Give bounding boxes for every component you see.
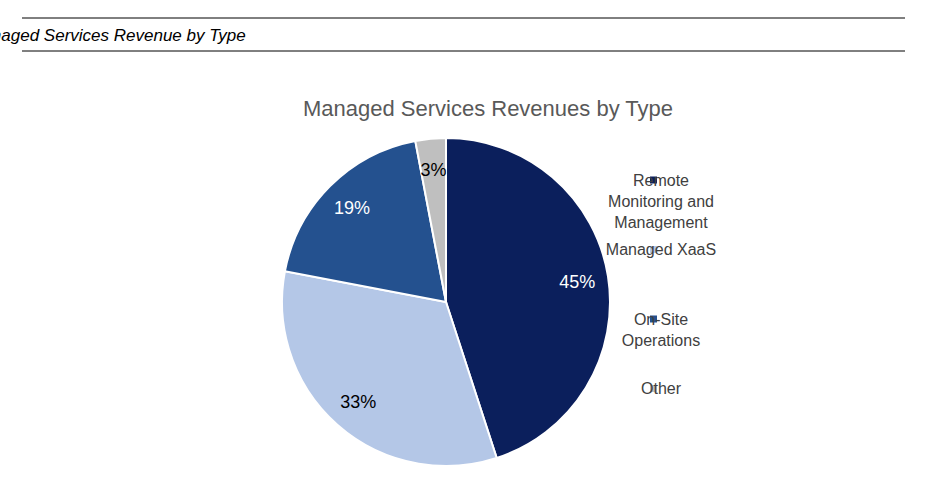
svg-text:On-SiteOperations: On-SiteOperations [622,311,700,349]
svg-text:33%: 33% [340,392,376,412]
svg-text:RemoteMonitoring andManagement: RemoteMonitoring andManagement [608,172,714,231]
svg-text:19%: 19% [334,198,370,218]
svg-text:Other: Other [641,380,682,397]
svg-text:Managed Services Revenue by Ty: Managed Services Revenue by Type [0,26,246,45]
svg-text:45%: 45% [559,272,595,292]
svg-text:3%: 3% [420,160,446,180]
svg-text:Managed XaaS: Managed XaaS [606,241,716,258]
svg-text:Managed Services Revenues by T: Managed Services Revenues by Type [303,96,673,121]
